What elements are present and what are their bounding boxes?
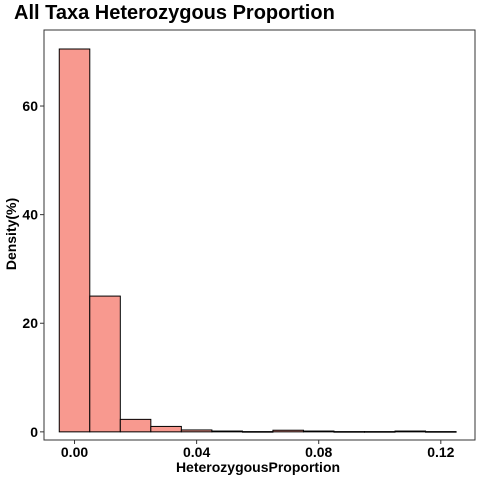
histogram-bar-1 [59, 49, 90, 432]
y-tick-label: 40 [22, 207, 38, 223]
bars-layer [59, 49, 456, 432]
histogram-bar-10 [334, 432, 365, 433]
x-tick-label: 0.12 [427, 444, 454, 460]
y-axis: 0 20 40 60 [22, 98, 44, 440]
x-tick-label: 0.00 [61, 444, 88, 460]
histogram-bar-8 [273, 430, 304, 432]
y-tick-label: 60 [22, 98, 38, 114]
histogram-bar-4 [151, 426, 182, 431]
histogram-bar-5 [181, 430, 212, 432]
histogram-bar-13 [426, 432, 457, 433]
x-tick-label: 0.08 [305, 444, 332, 460]
histogram-bar-3 [120, 419, 151, 431]
histogram-bar-2 [90, 296, 121, 432]
chart-title: All Taxa Heterozygous Proportion [14, 2, 335, 24]
x-axis: 0.00 0.04 0.08 0.12 [61, 440, 455, 460]
y-axis-title: Density(%) [3, 198, 19, 270]
x-axis-title: HeterozygousProportion [176, 459, 340, 475]
histogram-bar-9 [303, 431, 334, 432]
histogram-bar-11 [365, 432, 396, 433]
y-tick-label: 0 [30, 424, 38, 440]
histogram-bar-6 [212, 431, 243, 432]
histogram-bar-12 [395, 431, 426, 432]
x-tick-label: 0.04 [183, 444, 210, 460]
y-tick-label: 20 [22, 315, 38, 331]
histogram-bar-7 [242, 432, 273, 433]
